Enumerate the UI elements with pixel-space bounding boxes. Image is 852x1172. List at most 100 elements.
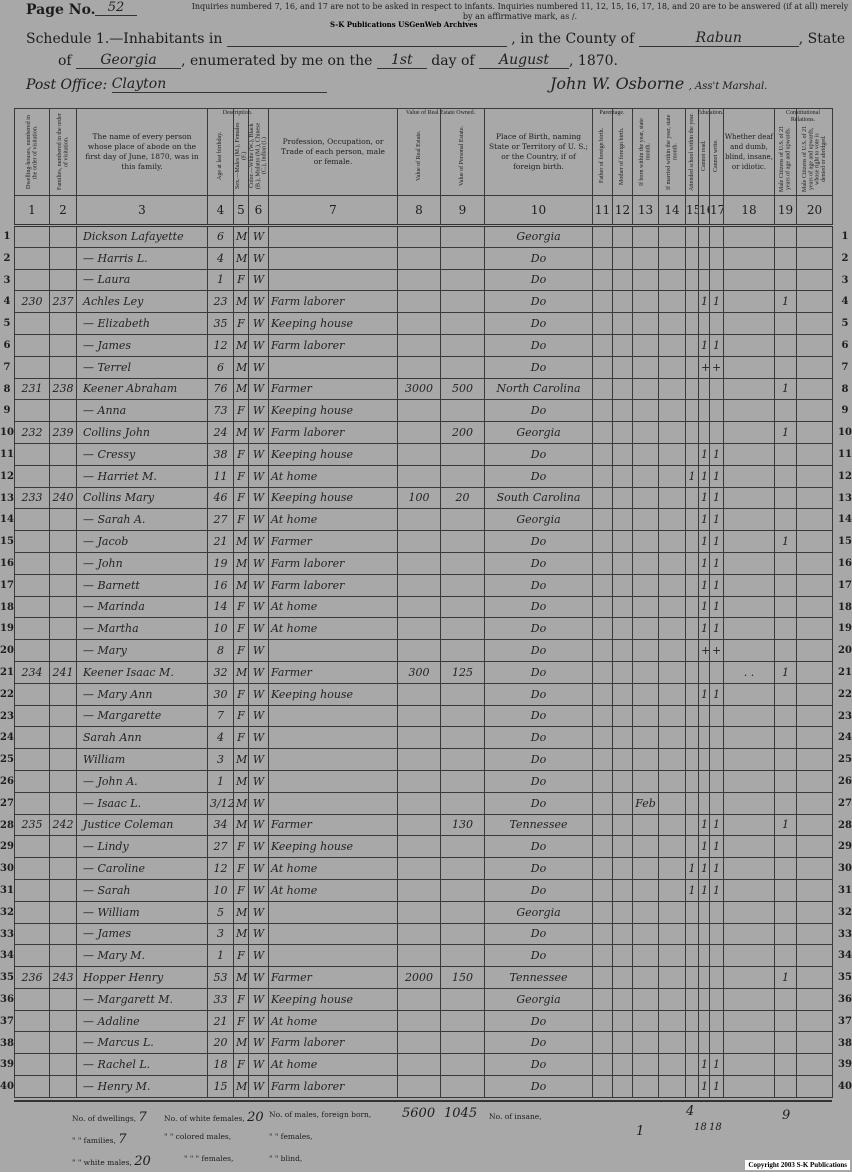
citizen-mark bbox=[774, 900, 797, 924]
sex: F bbox=[233, 704, 249, 728]
sex: M bbox=[233, 769, 249, 793]
cannot-read: + bbox=[698, 355, 710, 379]
day-value: 1st bbox=[376, 52, 427, 69]
citizen-mark bbox=[774, 551, 797, 575]
white-females-label: No. of white females, bbox=[164, 1114, 245, 1123]
disability bbox=[723, 530, 775, 553]
family-number bbox=[49, 399, 77, 423]
line-number: 10 bbox=[838, 427, 852, 439]
married-month bbox=[658, 704, 686, 728]
family-number bbox=[49, 508, 77, 532]
page-number: 52 bbox=[95, 0, 137, 16]
attended-school bbox=[685, 726, 699, 750]
attended-school bbox=[685, 595, 699, 619]
mother-foreign bbox=[612, 922, 633, 946]
sex: F bbox=[233, 268, 249, 292]
personal-estate-value bbox=[440, 922, 485, 946]
born-month bbox=[632, 835, 659, 859]
sex: F bbox=[233, 878, 249, 902]
birthplace: Do bbox=[484, 639, 593, 662]
cannot-write: + bbox=[709, 355, 724, 379]
real-estate-value bbox=[397, 355, 441, 379]
disability bbox=[723, 791, 775, 815]
family-number bbox=[49, 791, 77, 815]
line-number: 30 bbox=[0, 863, 14, 875]
married-month bbox=[658, 355, 686, 379]
family-number bbox=[49, 944, 77, 968]
table-row: 233 240 Collins Mary 46 F W Keeping house 100 20… bbox=[14, 486, 833, 510]
mother-foreign bbox=[612, 835, 633, 859]
color: W bbox=[248, 573, 269, 597]
mother-foreign bbox=[612, 508, 633, 532]
cannot-write: 1 bbox=[709, 442, 724, 466]
color: W bbox=[248, 268, 269, 292]
real-estate-value bbox=[397, 878, 441, 902]
color: W bbox=[248, 617, 269, 641]
age: 1 bbox=[207, 268, 234, 292]
father-foreign bbox=[592, 377, 613, 401]
col-sex-header: Sex.—Males (M.), Females (F.) bbox=[233, 108, 249, 196]
line-number: 17 bbox=[838, 579, 852, 591]
line-number: 20 bbox=[838, 645, 852, 657]
cannot-read: 1 bbox=[698, 857, 710, 880]
married-month bbox=[658, 1009, 686, 1033]
foreign-males-label: No. of males, foreign born, bbox=[269, 1110, 372, 1119]
line-number: 22 bbox=[838, 688, 852, 700]
line-number: 29 bbox=[838, 841, 852, 853]
line-number: 24 bbox=[0, 732, 14, 744]
mother-foreign bbox=[612, 682, 633, 706]
family-number bbox=[49, 857, 77, 880]
occupation bbox=[268, 900, 398, 924]
citizen-mark bbox=[774, 595, 797, 619]
age: 14 bbox=[207, 595, 234, 619]
color: W bbox=[248, 355, 269, 379]
cannot-read bbox=[698, 791, 710, 815]
citizen-mark bbox=[774, 355, 797, 379]
married-month bbox=[658, 966, 686, 989]
occupation: Keeping house bbox=[268, 682, 398, 706]
table-row: Dickson Lafayette 6 M W Georgia bbox=[14, 225, 833, 248]
occupation: At home bbox=[268, 878, 398, 902]
families-label: " " families, bbox=[72, 1136, 116, 1145]
mother-foreign bbox=[612, 857, 633, 880]
sex: F bbox=[233, 508, 249, 532]
married-month bbox=[658, 530, 686, 553]
col-family-header: Families, numbered in the order of visit… bbox=[49, 108, 77, 196]
line-number: 6 bbox=[841, 340, 849, 351]
mother-foreign bbox=[612, 486, 633, 510]
vote-denied bbox=[796, 1053, 833, 1077]
family-number bbox=[49, 900, 77, 924]
family-number bbox=[49, 333, 77, 357]
line-number: 3 bbox=[3, 274, 11, 286]
table-row: — William 5 M W Georgia bbox=[14, 900, 833, 924]
citizen-mark: 1 bbox=[774, 660, 797, 684]
vote-denied bbox=[796, 442, 833, 466]
family-number: 239 bbox=[49, 421, 77, 444]
dwelling-number bbox=[14, 769, 50, 793]
disability bbox=[723, 573, 775, 597]
cannot-read: 1 bbox=[698, 551, 710, 575]
personal-estate-value bbox=[440, 333, 485, 357]
occupation bbox=[268, 944, 398, 968]
citizen-mark bbox=[774, 857, 797, 880]
sex: M bbox=[233, 922, 249, 946]
father-foreign bbox=[592, 333, 613, 357]
school-total: 4 bbox=[686, 1104, 695, 1119]
sex: M bbox=[233, 791, 249, 815]
vote-denied bbox=[796, 813, 833, 837]
mother-foreign bbox=[612, 813, 633, 837]
attended-school bbox=[685, 748, 699, 771]
column-number: 3 bbox=[76, 195, 208, 227]
column-number: 18 bbox=[723, 195, 775, 227]
vote-denied bbox=[796, 225, 833, 248]
sex: M bbox=[233, 660, 249, 684]
married-month bbox=[658, 769, 686, 793]
married-month bbox=[658, 1075, 686, 1098]
table-row: — Sarah A. 27 F W At home Georgia 1 1 bbox=[14, 508, 833, 532]
age: 5 bbox=[207, 900, 234, 924]
cannot-write: 1 bbox=[709, 595, 724, 619]
father-foreign bbox=[592, 726, 613, 750]
family-number bbox=[49, 225, 77, 248]
disability bbox=[723, 486, 775, 510]
column-number: 20 bbox=[796, 195, 833, 227]
